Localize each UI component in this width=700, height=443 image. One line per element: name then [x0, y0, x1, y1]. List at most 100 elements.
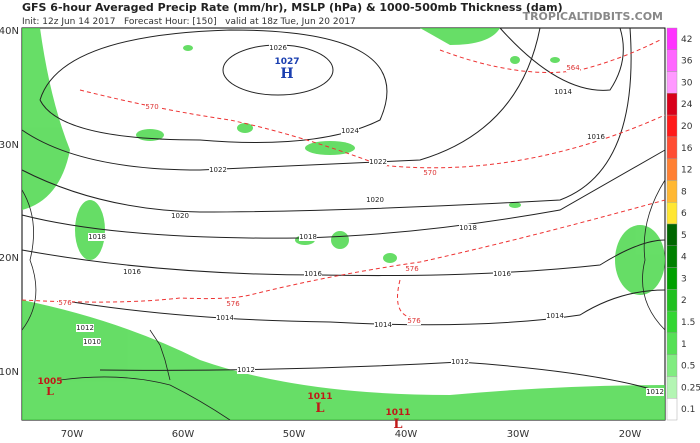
colorbar-swatch: [666, 289, 678, 312]
isobar-label-bg: [459, 224, 477, 232]
thickness-label: 576: [226, 300, 240, 308]
colorbar-swatch: [666, 71, 678, 94]
isobar-label-bg: [341, 127, 359, 135]
colorbar-label: 6: [681, 209, 687, 219]
colorbar-label: 36: [681, 57, 693, 67]
colorbar-swatch: [666, 202, 678, 225]
colorbar-swatch: [666, 245, 678, 268]
isobar-label: 1016: [304, 270, 322, 278]
center-letter: L: [46, 385, 54, 398]
colorbar-swatch: [666, 180, 678, 203]
center-value: 1011: [385, 408, 410, 418]
isobar-label-bg: [554, 88, 572, 96]
colorbar-swatch: [666, 332, 678, 355]
lon-label: 70W: [61, 429, 84, 440]
isobar-label-bg: [304, 270, 322, 278]
colorbar-swatch: [666, 93, 678, 116]
isobar-label: 1018: [299, 233, 317, 241]
colorbar-label: 0.5: [681, 362, 695, 372]
thickness-label: 576: [58, 299, 72, 307]
isobar-label: 1012: [646, 388, 664, 396]
colorbar-swatch: [666, 376, 678, 399]
thickness-label-bg: [566, 64, 580, 72]
colorbar-label: 5: [681, 231, 687, 241]
thickness-label-bg: [145, 103, 159, 111]
colorbar-label: 2: [681, 296, 687, 306]
thickness-label-bg: [226, 300, 240, 308]
isobar-label-bg: [451, 358, 469, 366]
isobar-label: 1012: [451, 358, 469, 366]
isobar-label: 1016: [493, 270, 511, 278]
lon-label: 60W: [172, 429, 195, 440]
isobar-label: 1022: [209, 166, 227, 174]
lat-label: 10N: [0, 367, 19, 378]
colorbar-label: 3: [681, 274, 687, 284]
colorbar-label: 0.1: [681, 405, 695, 415]
isobar-label: 1020: [171, 212, 189, 220]
colorbar-label: 20: [681, 122, 693, 132]
site-name: TROPICALTIDBITS.COM: [523, 10, 663, 23]
thickness-label: 576: [407, 317, 421, 325]
lat-label: 30N: [0, 140, 19, 151]
isobar-label: 1018: [459, 224, 477, 232]
colorbar-label: 1: [681, 340, 687, 350]
isobar-label: 1020: [366, 196, 384, 204]
isobar-label-bg: [366, 196, 384, 204]
colorbar-label: 8: [681, 187, 687, 197]
lat-label: 40N: [0, 26, 19, 37]
colorbar-label: 24: [681, 100, 693, 110]
thickness-label: 576: [405, 265, 419, 273]
thickness-label: 570: [423, 169, 436, 177]
map-labels: 40N 30N 20N 10N 70W 60W 50W 40W 30W 20W 1026 1024 10…: [0, 26, 664, 440]
isobar-label: 1024: [341, 127, 359, 135]
init-line: Init: 12z Jun 14 2017 Forecast Hour: [15…: [22, 17, 356, 27]
colorbar-swatch: [666, 223, 678, 246]
isobar-label: 1018: [88, 233, 106, 241]
thickness-label-bg: [407, 317, 421, 325]
lat-label: 20N: [0, 253, 19, 264]
colorbar-label: 12: [681, 166, 692, 176]
isobar-label-bg: [83, 338, 101, 346]
isobar-label-bg: [171, 212, 189, 220]
isobar-label-bg: [493, 270, 511, 278]
thickness-label-bg: [405, 265, 419, 273]
lon-label: 50W: [283, 429, 306, 440]
isobar-label-bg: [76, 324, 94, 332]
isobar-label: 1026: [269, 44, 287, 52]
colorbar: 42 36 30 24 20 16 12 8 6 5 4 3 2 1.5 1 0.5 0.25 0.1: [666, 27, 700, 421]
colorbar-label: 0.25: [681, 383, 700, 393]
map-area: [21, 27, 666, 421]
isobar-label: 1014: [374, 321, 392, 329]
colorbar-swatch: [666, 310, 678, 334]
colorbar-swatch: [666, 136, 678, 159]
colorbar-label: 1.5: [681, 318, 695, 328]
colorbar-swatch: [666, 398, 678, 421]
isobar-label-bg: [123, 268, 141, 276]
thickness-label: 570: [145, 103, 158, 111]
isobar-label-bg: [587, 133, 605, 141]
isobar-label-bg: [216, 314, 234, 322]
center-letter: L: [315, 401, 324, 416]
lon-label: 20W: [619, 429, 642, 440]
thickness-label: 564: [566, 64, 580, 72]
coastlines: [21, 179, 666, 421]
isobar-label-bg: [646, 388, 664, 396]
isobar-label: 1016: [587, 133, 605, 141]
isobar-label-bg: [209, 166, 227, 174]
colorbar-swatch: [666, 354, 678, 377]
title: GFS 6-hour Averaged Precip Rate (mm/hr),…: [22, 1, 563, 14]
colorbar-label: 16: [681, 144, 693, 154]
thickness-label-bg: [58, 299, 72, 307]
isobar-label: 1010: [83, 338, 101, 346]
lon-label: 40W: [395, 429, 418, 440]
colorbar-swatch: [666, 158, 678, 181]
isobar-label: 1014: [546, 312, 564, 320]
isobar-label-bg: [299, 233, 317, 241]
thickness-lines: [21, 39, 666, 319]
isobar-label: 1016: [123, 268, 141, 276]
isobar-label-bg: [88, 233, 106, 241]
colorbar-label: 4: [681, 253, 687, 263]
colorbar-swatch: [666, 267, 678, 290]
isobar-label-bg: [369, 158, 387, 166]
